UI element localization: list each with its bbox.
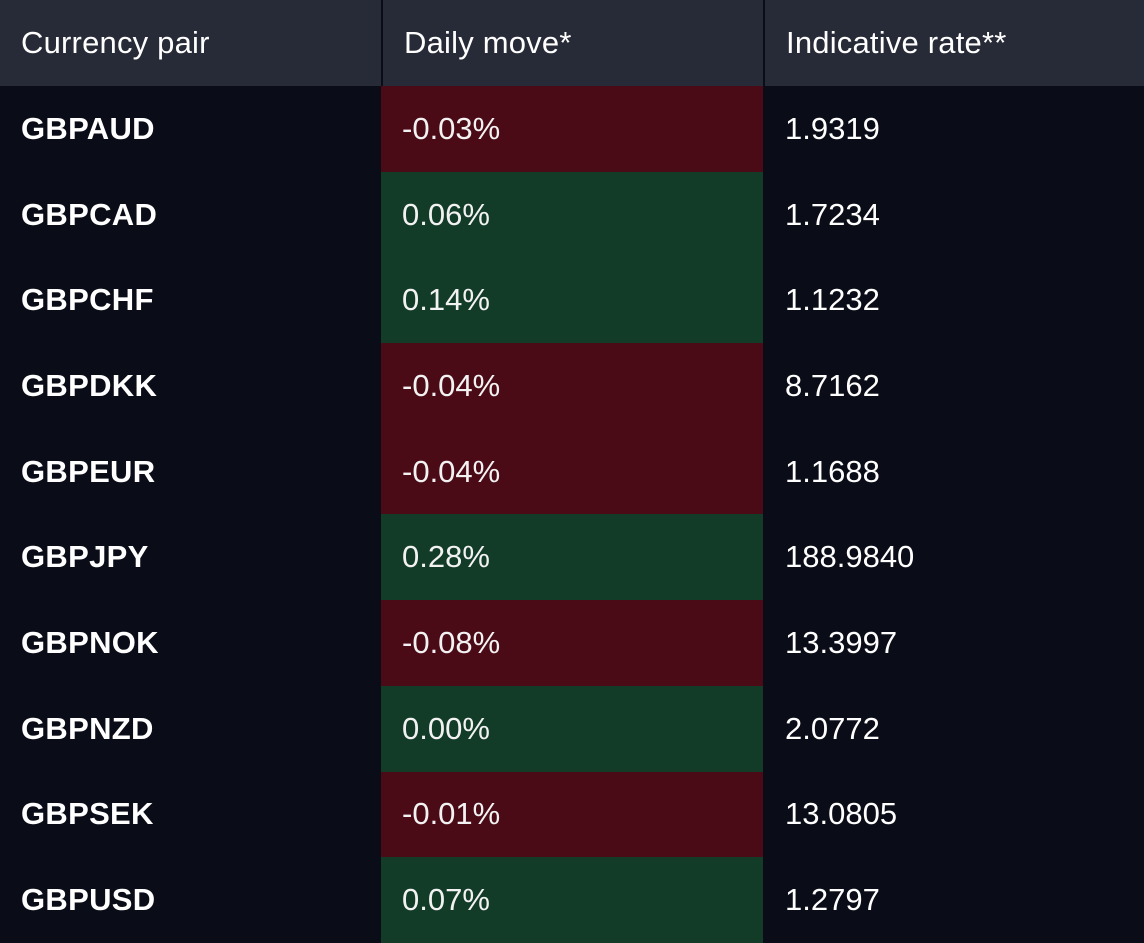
- indicative-rate-cell: 1.1232: [763, 257, 1144, 344]
- indicative-rate-cell: 1.9319: [763, 86, 1144, 172]
- indicative-rate-cell: 8.7162: [763, 343, 1144, 429]
- currency-pair-cell: GBPJPY: [0, 514, 381, 601]
- indicative-rate-cell: 188.9840: [763, 514, 1144, 601]
- currency-pair-cell: GBPAUD: [0, 86, 381, 172]
- daily-move-cell: -0.03%: [381, 86, 763, 172]
- daily-move-cell: -0.08%: [381, 600, 763, 686]
- indicative-rate-cell: 2.0772: [763, 685, 1144, 772]
- daily-move-cell: 0.14%: [381, 257, 763, 344]
- currency-pair-cell: GBPNZD: [0, 685, 381, 772]
- daily-move-cell: 0.00%: [381, 685, 763, 772]
- daily-move-cell: -0.04%: [381, 428, 763, 515]
- indicative-rate-cell: 1.7234: [763, 171, 1144, 258]
- currency-pair-cell: GBPDKK: [0, 343, 381, 429]
- currency-pair-cell: GBPEUR: [0, 428, 381, 515]
- column-header-indicative-rate: Indicative rate**: [763, 0, 1144, 86]
- indicative-rate-cell: 13.0805: [763, 771, 1144, 858]
- currency-pair-cell: GBPCAD: [0, 171, 381, 258]
- column-header-daily-move: Daily move*: [381, 0, 763, 86]
- daily-move-cell: -0.04%: [381, 343, 763, 429]
- indicative-rate-cell: 1.2797: [763, 857, 1144, 943]
- daily-move-cell: 0.28%: [381, 514, 763, 601]
- currency-pair-cell: GBPNOK: [0, 600, 381, 686]
- daily-move-cell: -0.01%: [381, 771, 763, 858]
- currency-pair-cell: GBPUSD: [0, 857, 381, 943]
- currency-pair-cell: GBPSEK: [0, 771, 381, 858]
- indicative-rate-cell: 1.1688: [763, 428, 1144, 515]
- currency-pair-cell: GBPCHF: [0, 257, 381, 344]
- indicative-rate-cell: 13.3997: [763, 600, 1144, 686]
- daily-move-cell: 0.06%: [381, 171, 763, 258]
- column-header-currency-pair: Currency pair: [0, 0, 381, 86]
- daily-move-cell: 0.07%: [381, 857, 763, 943]
